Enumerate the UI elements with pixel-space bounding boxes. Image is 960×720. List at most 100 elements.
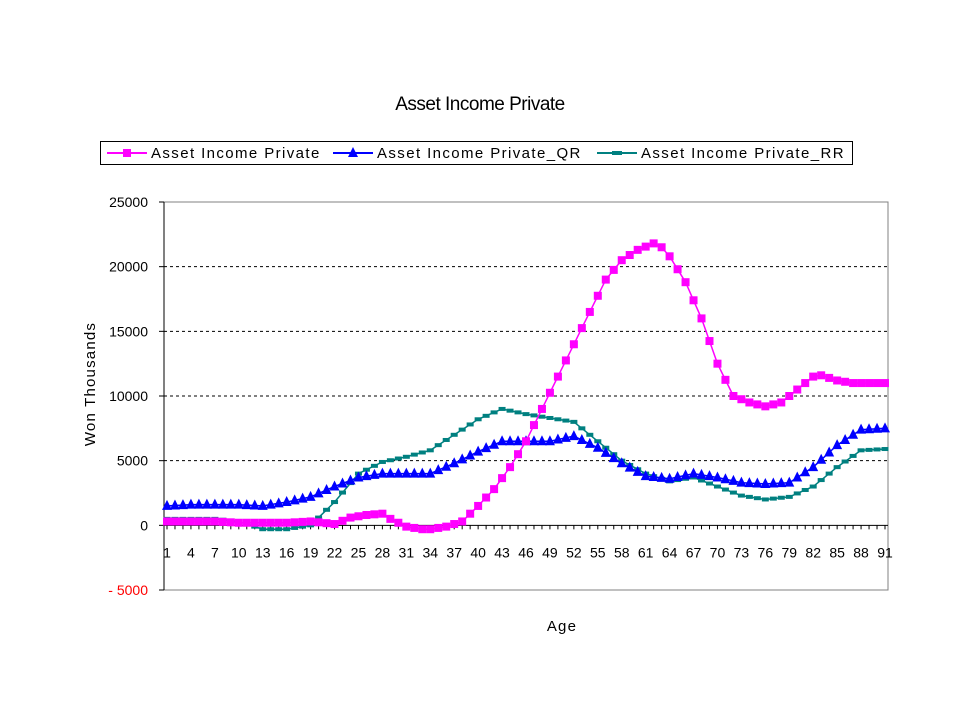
data-point <box>401 467 412 478</box>
data-point <box>313 487 324 498</box>
data-point <box>361 470 372 481</box>
data-point <box>769 496 777 501</box>
data-point <box>873 379 882 388</box>
x-tick-label: 34 <box>422 544 438 560</box>
data-point <box>656 471 667 482</box>
data-point <box>801 379 810 388</box>
data-point <box>225 498 236 509</box>
data-point <box>712 471 723 482</box>
data-point <box>185 498 196 509</box>
data-point <box>617 256 626 265</box>
x-tick-label: 25 <box>351 544 367 560</box>
data-point <box>178 517 187 526</box>
data-point <box>337 477 348 488</box>
data-point <box>450 520 459 529</box>
y-tick-label: 5000 <box>117 453 148 469</box>
y-tick-label: 0 <box>140 517 148 533</box>
data-point <box>592 441 603 452</box>
data-point <box>410 452 418 457</box>
x-tick-label: 28 <box>375 544 391 560</box>
y-tick-label: 20000 <box>109 259 148 275</box>
data-point <box>370 463 378 468</box>
data-point <box>704 470 715 481</box>
data-point <box>457 453 468 464</box>
data-point <box>593 291 602 300</box>
data-point <box>538 414 546 419</box>
data-point <box>394 456 402 461</box>
data-point <box>218 517 227 526</box>
data-point <box>314 518 323 527</box>
data-point <box>281 496 292 507</box>
data-point <box>426 448 434 453</box>
data-point <box>689 296 698 305</box>
legend-label: Asset Income Private <box>151 145 321 162</box>
data-point <box>728 474 739 485</box>
data-point <box>425 467 436 478</box>
data-point <box>865 447 873 452</box>
data-point <box>777 495 785 500</box>
data-point <box>713 359 722 368</box>
data-point <box>473 445 484 456</box>
data-point <box>305 490 316 501</box>
data-point <box>514 450 523 459</box>
data-point <box>857 379 866 388</box>
data-point <box>865 379 874 388</box>
data-point <box>321 483 332 494</box>
data-point <box>673 265 682 274</box>
x-tick-label: 91 <box>877 544 893 560</box>
x-tick-label: 4 <box>187 544 195 560</box>
data-point <box>713 484 721 489</box>
data-point <box>233 498 244 509</box>
data-point <box>450 432 458 437</box>
data-point <box>329 480 340 491</box>
x-tick-label: 22 <box>327 544 343 560</box>
data-point <box>466 422 474 427</box>
data-point <box>849 379 858 388</box>
data-point <box>418 525 427 534</box>
data-point <box>354 512 363 521</box>
data-point <box>441 460 452 471</box>
data-point <box>410 523 419 532</box>
data-point <box>632 465 643 476</box>
x-tick-label: 76 <box>758 544 774 560</box>
data-point <box>442 437 450 442</box>
data-point <box>536 435 547 446</box>
data-point <box>323 507 331 512</box>
data-point <box>346 513 355 522</box>
data-point <box>434 443 442 448</box>
data-point <box>506 408 514 413</box>
data-point <box>880 422 890 433</box>
legend-swatch <box>597 151 637 155</box>
data-point <box>825 373 834 382</box>
data-point <box>705 481 713 486</box>
data-point <box>299 524 307 529</box>
x-tick-label: 82 <box>805 544 821 560</box>
data-point <box>816 453 827 464</box>
data-point <box>481 442 492 453</box>
legend-swatch <box>333 147 373 157</box>
data-point <box>616 457 627 468</box>
data-point <box>737 493 745 498</box>
data-point <box>297 492 308 503</box>
data-point <box>353 471 364 482</box>
data-point <box>306 517 315 526</box>
data-point <box>680 469 691 480</box>
data-point <box>664 472 675 483</box>
x-tick-label: 64 <box>662 544 678 560</box>
data-point <box>378 509 387 518</box>
data-point <box>584 437 595 448</box>
data-point <box>809 372 818 381</box>
data-point <box>817 478 825 483</box>
data-point <box>569 340 578 349</box>
data-point <box>201 498 212 509</box>
data-point <box>250 518 259 527</box>
x-tick-label: 85 <box>829 544 845 560</box>
data-point <box>760 477 771 488</box>
x-tick-label: 37 <box>446 544 462 560</box>
x-tick-label: 19 <box>303 544 319 560</box>
data-point <box>331 500 339 505</box>
data-point <box>514 410 522 415</box>
data-point <box>577 324 586 333</box>
data-point <box>553 372 562 381</box>
data-point <box>625 251 634 260</box>
